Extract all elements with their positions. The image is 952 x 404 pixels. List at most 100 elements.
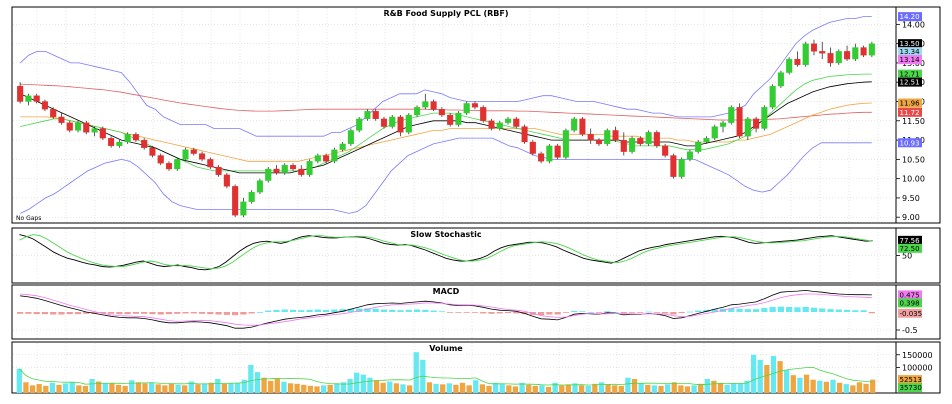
candle-body bbox=[802, 43, 809, 66]
macd-histogram-bar bbox=[761, 308, 768, 312]
volume-bar bbox=[43, 385, 49, 393]
value-badge-label: 12.51 bbox=[900, 79, 920, 87]
macd-histogram-bar bbox=[149, 312, 156, 315]
volume-bar bbox=[598, 382, 605, 393]
candle-body bbox=[703, 137, 710, 143]
volume-bar bbox=[704, 378, 710, 393]
volume-ma-line bbox=[19, 366, 873, 386]
macd-histogram-bar bbox=[554, 312, 561, 315]
macd-histogram-bar bbox=[868, 312, 875, 314]
candle-body bbox=[116, 141, 123, 147]
macd-histogram-bar bbox=[455, 312, 462, 313]
candle-body bbox=[372, 110, 379, 120]
volume-bar bbox=[201, 383, 208, 393]
volume-bar bbox=[16, 368, 22, 393]
value-badge bbox=[898, 55, 922, 65]
macd-histogram-bar bbox=[711, 309, 718, 312]
volume-bar bbox=[737, 383, 744, 393]
candle-body bbox=[835, 51, 842, 64]
macd-histogram-bar bbox=[215, 312, 222, 315]
candle-body bbox=[480, 107, 487, 121]
macd-histogram-bar bbox=[786, 306, 793, 312]
candle-body bbox=[298, 168, 305, 175]
macd-histogram-bar bbox=[405, 309, 412, 312]
value-badge bbox=[898, 47, 922, 57]
volume-bar bbox=[96, 381, 102, 393]
macd-histogram-bar bbox=[356, 308, 363, 312]
macd-histogram-bar bbox=[58, 312, 65, 315]
volume-bar bbox=[188, 381, 194, 393]
macd-histogram-bar bbox=[347, 308, 355, 312]
volume-bar bbox=[565, 384, 572, 393]
macd-histogram-bar bbox=[579, 311, 586, 313]
value-badge bbox=[898, 77, 922, 87]
candle-body bbox=[562, 130, 569, 158]
volume-bar bbox=[578, 385, 585, 393]
volume-bar bbox=[135, 382, 142, 393]
macd-histogram-bar bbox=[141, 312, 148, 314]
candle-body bbox=[132, 134, 139, 141]
macd-histogram-bar bbox=[794, 307, 801, 312]
candle-body bbox=[17, 85, 24, 102]
y-tick-label: 10.00 bbox=[902, 175, 925, 184]
candle-body bbox=[190, 149, 197, 154]
macd-histogram-bar bbox=[273, 309, 280, 312]
volume-bar bbox=[797, 377, 803, 393]
candle-body bbox=[50, 109, 57, 118]
macd-histogram-bar bbox=[256, 312, 264, 313]
macd-line-signal bbox=[20, 293, 872, 326]
candle-body bbox=[405, 114, 412, 133]
macd-histogram-bar bbox=[827, 309, 834, 312]
candle-body bbox=[463, 103, 470, 114]
volume-bar bbox=[294, 383, 300, 393]
macd-histogram-bar bbox=[41, 312, 49, 315]
volume-bar bbox=[605, 384, 611, 393]
macd-histogram-bar bbox=[662, 312, 669, 314]
volume-bar bbox=[856, 382, 863, 393]
volume-bar bbox=[863, 383, 869, 393]
macd-histogram-bar bbox=[438, 311, 445, 313]
macd-histogram-bar bbox=[364, 308, 371, 312]
volume-bar bbox=[373, 380, 380, 393]
candle-body bbox=[232, 186, 239, 216]
candle-body bbox=[595, 139, 603, 145]
volume-bar bbox=[612, 385, 618, 393]
volume-bar bbox=[830, 379, 836, 393]
volume-bar bbox=[221, 383, 228, 393]
volume-bar bbox=[102, 382, 108, 393]
macd-histogram-bar bbox=[463, 312, 470, 313]
volume-bar bbox=[539, 385, 545, 393]
macd-histogram-bar bbox=[620, 312, 627, 314]
macd-histogram-bar bbox=[281, 309, 288, 312]
volume-bar bbox=[182, 385, 188, 393]
volume-bar bbox=[413, 352, 419, 393]
volume-bar bbox=[36, 384, 42, 393]
volume-bar bbox=[254, 372, 261, 393]
volume-bar bbox=[784, 370, 790, 393]
macd-histogram-bar bbox=[74, 312, 82, 315]
pane-frame-0 bbox=[11, 6, 941, 224]
candle-body bbox=[207, 159, 214, 168]
volume-bar bbox=[664, 384, 671, 393]
volume-bar bbox=[817, 380, 823, 393]
volume-bar bbox=[367, 377, 373, 393]
volume-bar bbox=[585, 385, 591, 393]
candle-body bbox=[604, 130, 611, 145]
candle-body bbox=[149, 147, 156, 156]
candle-body bbox=[786, 58, 793, 73]
macd-histogram-bar bbox=[265, 310, 272, 312]
no-gaps-note: No Gaps bbox=[16, 215, 41, 222]
volume-bar bbox=[711, 380, 717, 393]
volume-bar bbox=[532, 385, 538, 393]
volume-bar bbox=[400, 384, 406, 393]
candle-body bbox=[794, 58, 801, 66]
y-tick-label: 11.50 bbox=[902, 117, 925, 126]
volume-bar bbox=[466, 385, 472, 393]
candle-body bbox=[860, 47, 867, 56]
macd-histogram-bar bbox=[471, 312, 479, 313]
macd-histogram-bar bbox=[322, 309, 330, 312]
value-badge-label: 11.72 bbox=[900, 109, 920, 117]
pane-title-0: R&B Food Supply PCL (RBF) bbox=[384, 9, 509, 18]
macd-histogram-bar bbox=[174, 312, 181, 314]
candle-body bbox=[488, 120, 495, 129]
